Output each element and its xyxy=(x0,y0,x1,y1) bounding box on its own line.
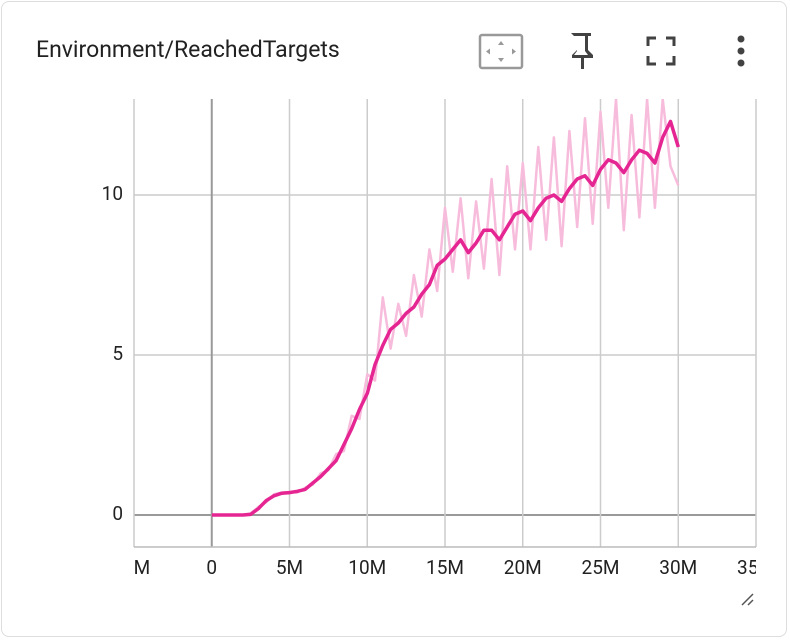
x-tick-label: 35M xyxy=(737,556,775,579)
pin-icon[interactable] xyxy=(571,33,593,69)
x-tick-label: 10M xyxy=(348,556,386,579)
x-tick-label: 30M xyxy=(659,556,697,579)
x-tick-label: 20M xyxy=(504,556,542,579)
x-tick-label: 25M xyxy=(582,556,620,579)
fit-icon[interactable] xyxy=(478,33,524,70)
chart-title: Environment/ReachedTargets xyxy=(36,36,340,63)
fullscreen-icon[interactable] xyxy=(646,36,676,66)
series-line xyxy=(211,119,680,517)
resize-handle[interactable] xyxy=(741,593,754,606)
x-tick-label: 0 xyxy=(206,556,217,579)
x-tick-label: 5M xyxy=(276,556,303,579)
y-tick-label: 0 xyxy=(112,502,123,525)
y-tick-label: 5 xyxy=(112,342,123,365)
x-tick-label: -5M xyxy=(118,556,151,579)
x-tick-label: 15M xyxy=(426,556,464,579)
y-tick-label: 10 xyxy=(102,182,123,205)
menu-icon[interactable] xyxy=(737,35,745,67)
